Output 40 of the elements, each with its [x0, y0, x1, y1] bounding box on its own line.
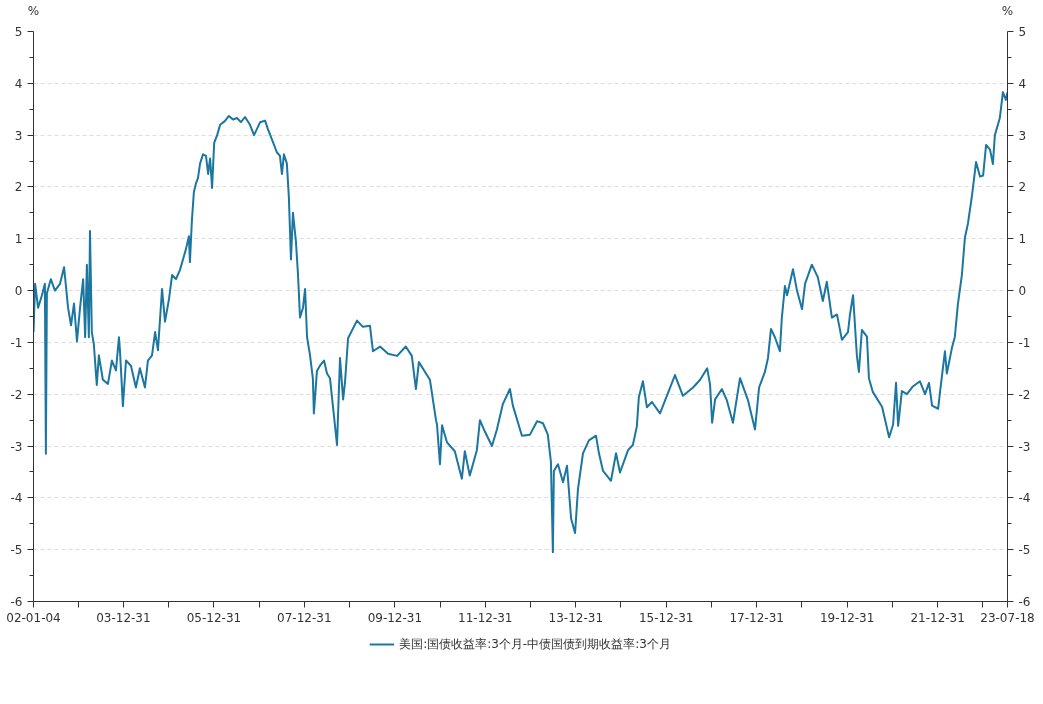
x-tick-label: 21-12-31	[910, 610, 965, 625]
x-tick-label: 13-12-31	[548, 610, 604, 625]
y2-tick-label: -2	[1018, 387, 1031, 402]
x-tick-label: 23-07-18	[980, 610, 1035, 625]
y2-tick-label: -4	[1018, 491, 1031, 506]
x-tick-label: 17-12-31	[729, 610, 784, 625]
y-tick-label: 0	[14, 284, 23, 299]
y2-tick-label: 0	[1018, 284, 1027, 299]
y-axis-title: %	[27, 3, 40, 18]
x-tick-label: 07-12-31	[277, 610, 332, 625]
y-tick-label: 2	[14, 180, 23, 195]
x-tick-label: 11-12-31	[458, 610, 513, 625]
x-tick-label: 03-12-31	[96, 610, 151, 625]
y2-tick-label: 2	[1018, 180, 1027, 195]
y2-tick-label: -6	[1018, 595, 1031, 609]
y-tick-label: -2	[10, 387, 23, 402]
y-tick-label: 3	[14, 128, 23, 143]
x-tick-label: 02-01-04	[6, 610, 61, 625]
x-tick-label: 15-12-31	[638, 610, 694, 625]
legend-label: 美国:国债收益率:3个月-中债国债到期收益率:3个月	[399, 635, 671, 653]
line-series	[33, 91, 1008, 554]
y2-tick-label: 1	[1018, 232, 1027, 247]
y2-tick-label: 4	[1018, 76, 1027, 91]
y2-tick-label: -1	[1018, 335, 1031, 350]
x-tick-label: 19-12-31	[819, 610, 875, 625]
y2-tick-label: -3	[1018, 439, 1031, 454]
y-tick-label: -5	[10, 543, 23, 558]
y-tick-label: 4	[14, 76, 23, 91]
y-tick-label: -1	[10, 335, 23, 350]
y-tick-label: 1	[14, 232, 23, 247]
y-tick-label: 5	[14, 25, 23, 39]
y2-axis-title: %	[1001, 3, 1014, 18]
x-tick-label: 05-12-31	[186, 610, 242, 625]
y2-tick-label: -5	[1018, 543, 1031, 558]
y-tick-label: -3	[10, 439, 23, 454]
y-tick-label: -4	[10, 491, 23, 506]
x-tick-label: 09-12-31	[367, 610, 423, 625]
y-tick-label: -6	[10, 595, 23, 609]
y2-tick-label: 3	[1018, 128, 1027, 143]
y2-tick-label: 5	[1018, 25, 1027, 39]
